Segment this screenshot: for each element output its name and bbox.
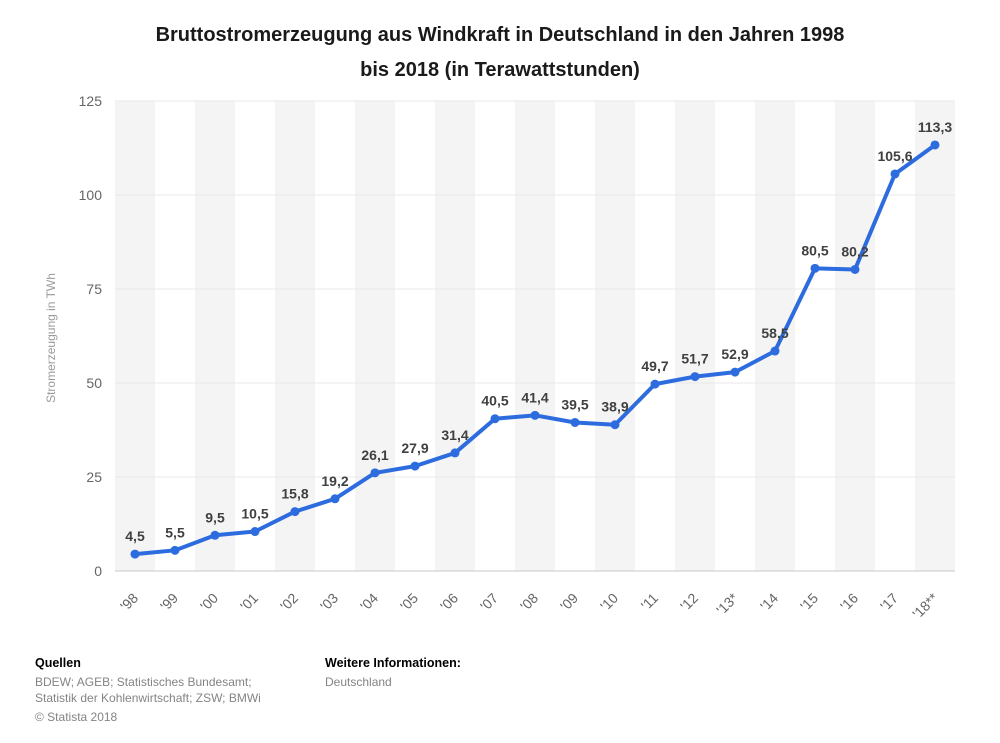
value-label: 58,5 [761,325,788,341]
data-point [650,379,660,389]
data-point [490,414,500,424]
x-tick-label: '11 [638,590,662,614]
x-tick-label: '99 [157,590,181,614]
chart-svg: 0 25 50 75 100 125 '98 '99 '00 '01 '02 '03 '04 '05 '06… [44,93,955,622]
x-tick-label: '01 [237,590,261,614]
data-point [930,140,940,150]
x-tick-label: '03 [317,590,341,614]
column-stripe [835,101,875,571]
value-label: 80,2 [841,243,868,259]
data-point [330,494,340,504]
value-label: 51,7 [681,351,708,367]
x-tick-label: '98 [117,590,141,614]
data-point [290,507,300,517]
x-tick-label: '06 [437,590,461,614]
x-tick-label: '09 [557,590,581,614]
value-label: 41,4 [521,389,548,405]
x-tick-label: '14 [757,590,781,614]
column-stripe [515,101,555,571]
info-block: Weitere Informationen: Deutschland [325,656,461,690]
value-label: 40,5 [481,393,508,409]
value-label: 49,7 [641,358,668,374]
x-tick-label: '08 [517,590,541,614]
x-tick-label: '05 [397,590,421,614]
value-label: 31,4 [441,427,468,443]
chart-area: 0 25 50 75 100 125 '98 '99 '00 '01 '02 '03 '04 '05 '06… [0,88,1000,648]
data-point [130,549,140,559]
chart-title-line1: Bruttostromerzeugung aus Windkraft in De… [155,24,845,46]
chart-title-line2: bis 2018 (in Terawattstunden) [360,59,640,81]
data-point [450,448,460,458]
x-tick-label: '16 [837,590,861,614]
value-label: 10,5 [241,506,268,522]
value-label: 26,1 [361,447,388,463]
data-point [210,530,220,540]
data-point [890,169,900,179]
data-point [770,346,780,356]
value-label: 19,2 [321,473,348,489]
value-label: 4,5 [125,528,145,544]
y-tick-label: 0 [94,563,102,579]
column-stripe [115,101,155,571]
x-tick-label: '04 [357,590,381,614]
data-point [810,263,820,273]
value-label: 5,5 [165,524,185,540]
column-stripe [355,101,395,571]
data-point [170,545,180,555]
data-point [850,264,860,274]
data-point [370,468,380,478]
x-tick-label: '18** [909,589,941,621]
data-point [570,417,580,427]
x-tick-label: '17 [877,590,901,614]
y-tick-label: 25 [86,469,102,485]
chart-title: Bruttostromerzeugung aus Windkraft in De… [0,0,1000,88]
data-point [730,367,740,377]
y-axis-label: Stromerzeugung in TWh [44,273,58,403]
column-stripe [435,101,475,571]
value-label: 113,3 [918,119,952,135]
y-tick-label: 125 [79,93,103,109]
value-label: 38,9 [601,399,628,415]
info-value: Deutschland [325,675,392,689]
value-label: 80,5 [801,242,828,258]
sources-heading: Quellen [35,656,81,670]
value-label: 39,5 [561,396,588,412]
x-tick-label: '13* [713,589,741,617]
x-tick-label: '00 [197,590,221,614]
y-tick-label: 75 [86,281,102,297]
data-point [250,527,260,537]
data-point [410,461,420,471]
data-point [530,410,540,420]
y-tick-label: 100 [79,187,103,203]
sources-block: Quellen BDEW; AGEB; Statistisches Bundes… [35,656,261,724]
value-label: 15,8 [281,486,308,502]
column-stripe [915,101,955,571]
column-stripe [195,101,235,571]
value-label: 52,9 [721,346,748,362]
x-tick-label: '02 [277,590,301,614]
statista-copyright: © Statista 2018 [35,710,118,724]
x-tick-label: '10 [597,590,621,614]
sources-line-2: Statistik der Kohlenwirtschaft; ZSW; BMW… [35,691,261,705]
x-tick-label: '07 [477,590,501,614]
column-stripe [675,101,715,571]
column-stripe [595,101,635,571]
column-stripe [275,101,315,571]
x-tick-label: '15 [797,590,821,614]
value-label: 105,6 [877,148,912,164]
data-point [610,420,620,430]
info-heading: Weitere Informationen: [325,656,461,670]
data-point [690,372,700,382]
column-stripe [755,101,795,571]
sources-line-1: BDEW; AGEB; Statistisches Bundesamt; [35,675,252,689]
value-label: 9,5 [205,509,225,525]
x-tick-label: '12 [677,590,701,614]
y-tick-label: 50 [86,375,102,391]
value-label: 27,9 [401,440,428,456]
